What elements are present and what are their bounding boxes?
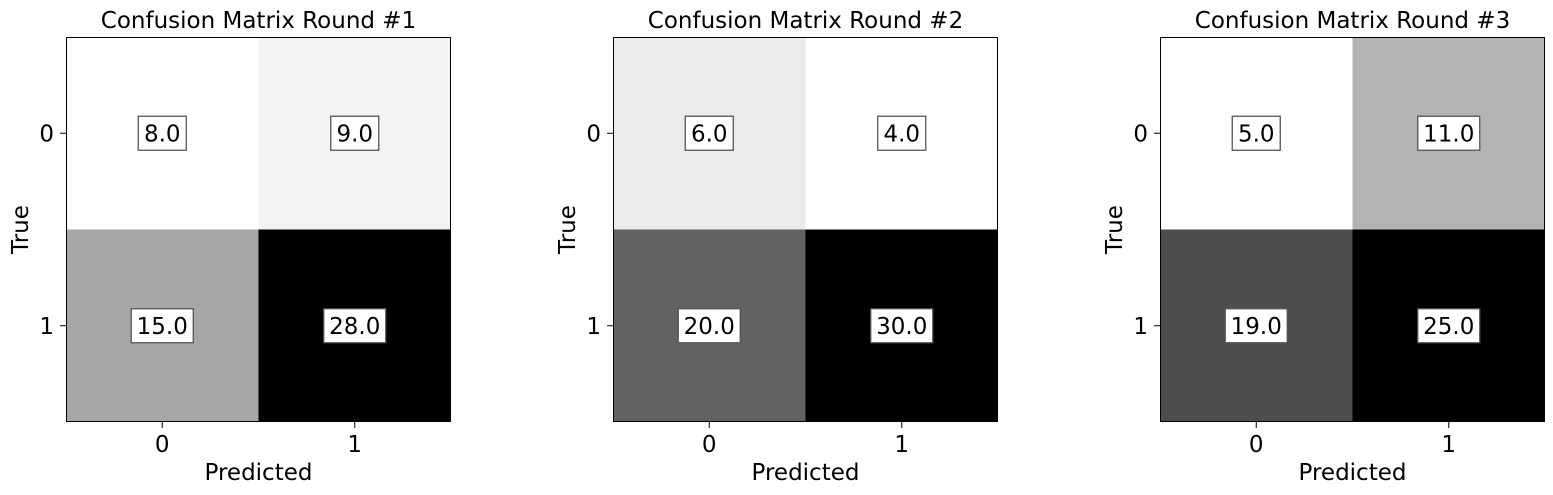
cell-value-label-r1-c0: 20.0: [684, 314, 735, 340]
cell-label-box: [323, 308, 387, 344]
chart-title: Confusion Matrix Round #2: [648, 8, 963, 34]
cell-label-box: [330, 115, 380, 151]
cell-value-label-r0-c0: 8.0: [144, 121, 181, 147]
cell-label-box: [684, 115, 734, 151]
cell-value-label-r1-c0: 15.0: [137, 314, 188, 340]
x-axis-label: Predicted: [205, 460, 313, 486]
x-axis-label: Predicted: [752, 460, 860, 486]
x-tick-label-0: 0: [702, 432, 717, 458]
confusion-matrix-panel-2: 6.0 4.0 20.0 30.0 0 1 0 1 Confusion Matrix Round…: [555, 8, 998, 486]
cell-value-label-r1-c0: 19.0: [1231, 314, 1282, 340]
confusion-matrix-panel-1: 8.0 9.0 15.0 28.0 0 1 0 1 Confusion Matrix Round…: [8, 8, 451, 486]
cell-value-label-r0-c0: 6.0: [691, 121, 728, 147]
confusion-matrix-panel-3: 5.0 11.0 19.0 25.0 0 1 0 1 Confusion Matrix Roun…: [1102, 8, 1545, 486]
x-tick-label-0: 0: [1249, 432, 1264, 458]
y-tick-label-1: 1: [39, 314, 54, 340]
y-tick-label-1: 1: [586, 314, 601, 340]
y-tick-label-0: 0: [586, 121, 601, 147]
x-tick-label-0: 0: [155, 432, 170, 458]
y-axis-label: True: [8, 205, 34, 255]
cell-value-label-r1-c1: 25.0: [1423, 314, 1474, 340]
plot-frame: [1160, 37, 1545, 422]
y-tick-label-0: 0: [39, 121, 54, 147]
cell-label-box: [677, 308, 741, 344]
chart-title: Confusion Matrix Round #3: [1195, 8, 1510, 34]
cell-label-box: [1417, 115, 1481, 151]
y-tick-label-1: 1: [1133, 314, 1148, 340]
cell-label-box: [877, 115, 927, 151]
cell-value-label-r0-c1: 4.0: [883, 121, 920, 147]
x-tick-label-1: 1: [894, 432, 909, 458]
y-axis-label: True: [555, 205, 581, 255]
cell-label-box: [130, 308, 194, 344]
x-tick-label-1: 1: [1441, 432, 1456, 458]
x-axis-label: Predicted: [1299, 460, 1407, 486]
chart-title: Confusion Matrix Round #1: [101, 8, 416, 34]
cell-value-label-r1-c1: 30.0: [876, 314, 927, 340]
cell-label-box: [1231, 115, 1281, 151]
cell-label-box: [1224, 308, 1288, 344]
plot-frame: [66, 37, 451, 422]
y-tick-label-0: 0: [1133, 121, 1148, 147]
cell-value-label-r1-c1: 28.0: [329, 314, 380, 340]
cell-label-box: [1417, 308, 1481, 344]
x-tick-label-1: 1: [347, 432, 362, 458]
cell-label-box: [870, 308, 934, 344]
cell-value-label-r0-c1: 9.0: [336, 121, 373, 147]
plot-frame: [613, 37, 998, 422]
cell-label-box: [137, 115, 187, 151]
cell-value-label-r0-c0: 5.0: [1238, 121, 1275, 147]
cell-value-label-r0-c1: 11.0: [1423, 121, 1474, 147]
y-axis-label: True: [1102, 205, 1128, 255]
